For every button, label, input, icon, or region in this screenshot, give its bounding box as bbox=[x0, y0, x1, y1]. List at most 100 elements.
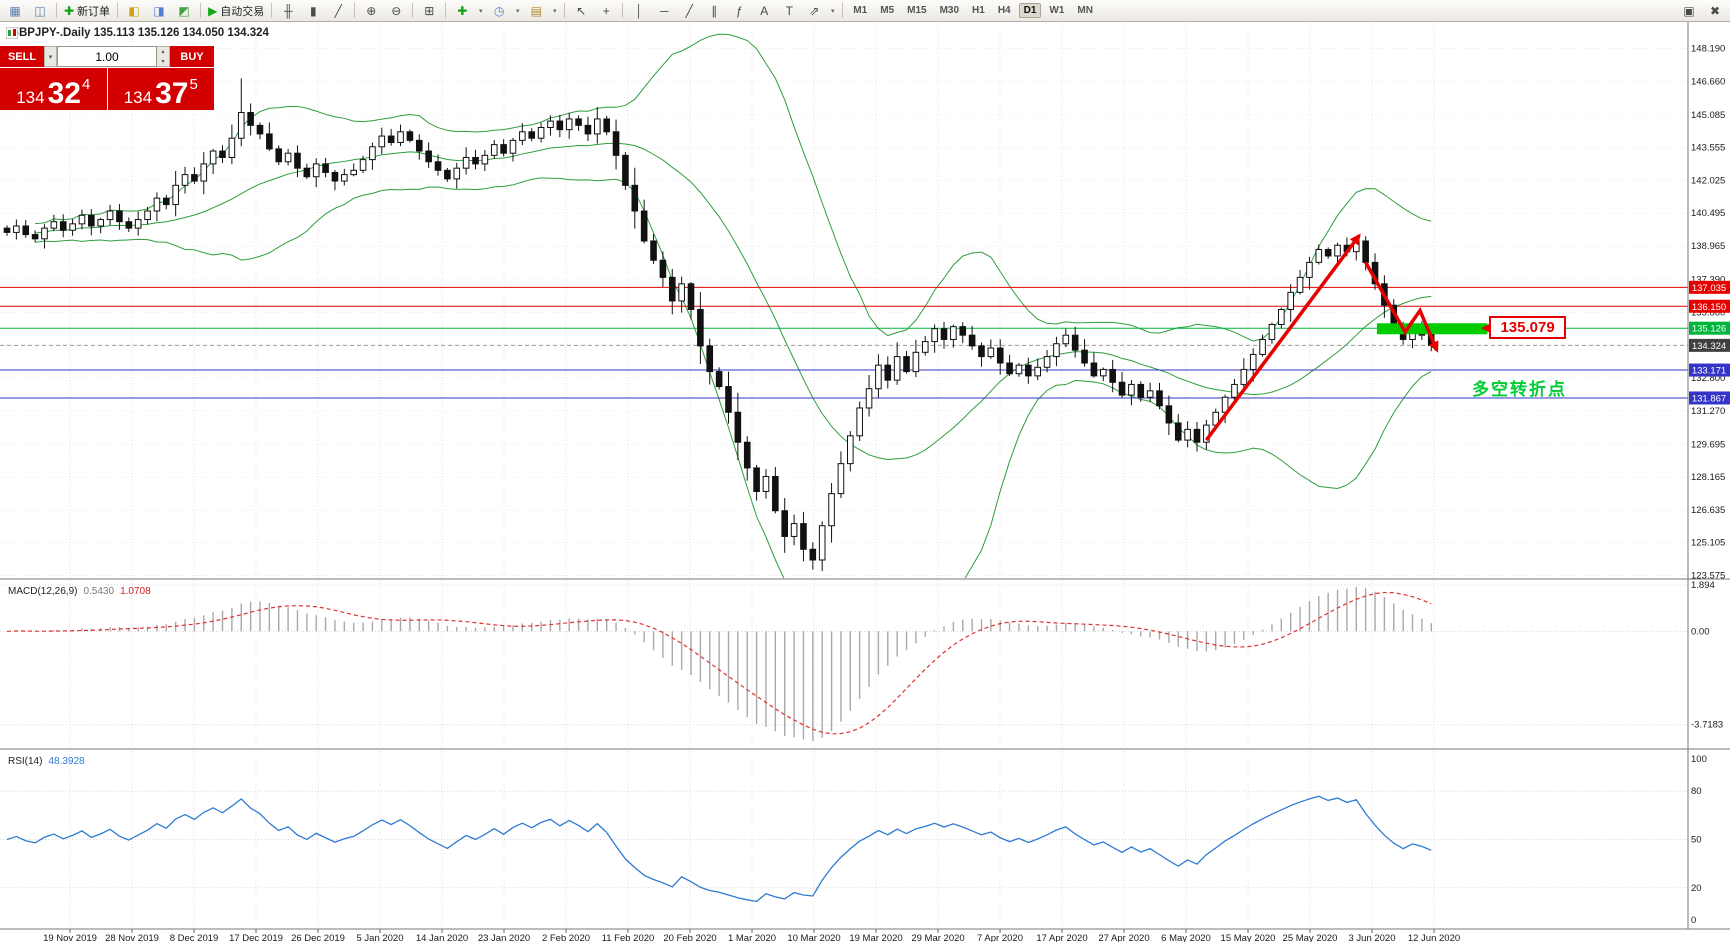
volume-up-icon[interactable]: ▴ bbox=[157, 47, 169, 57]
window-restore-icon[interactable]: ▣ bbox=[1683, 3, 1695, 18]
cursor-icon[interactable]: ↖ bbox=[576, 3, 587, 18]
channel-icon[interactable]: ∥ bbox=[711, 3, 718, 18]
new-order-button[interactable]: ✚ 新订单 bbox=[64, 3, 111, 18]
svg-text:14 Jan 2020: 14 Jan 2020 bbox=[416, 933, 468, 942]
svg-text:123.575: 123.575 bbox=[1691, 571, 1725, 582]
tile-windows-icon[interactable]: ⊞ bbox=[424, 3, 435, 18]
svg-text:12 Jun 2020: 12 Jun 2020 bbox=[1408, 933, 1460, 942]
sell-options-dropdown[interactable]: ▾ bbox=[44, 46, 57, 67]
data-window-icon[interactable]: ◨ bbox=[153, 3, 165, 18]
macd-signal-value: 1.0708 bbox=[120, 586, 151, 597]
timeframe-m30-button[interactable]: M30 bbox=[939, 5, 960, 16]
toolbar-separator bbox=[445, 3, 447, 18]
timeframe-d1-button[interactable]: D1 bbox=[1018, 3, 1042, 18]
svg-text:20: 20 bbox=[1691, 883, 1702, 894]
toolbar-separator bbox=[271, 3, 273, 18]
periods-icon[interactable]: ◷ bbox=[494, 3, 505, 18]
svg-text:129.695: 129.695 bbox=[1691, 439, 1725, 450]
timeframe-mn-button[interactable]: MN bbox=[1077, 5, 1093, 16]
zoom-out-icon[interactable]: ⊖ bbox=[391, 3, 402, 18]
window-close-icon[interactable]: ✖ bbox=[1709, 3, 1721, 18]
svg-text:131.270: 131.270 bbox=[1691, 406, 1725, 417]
svg-text:131.867: 131.867 bbox=[1692, 393, 1726, 404]
ask-prefix: 134 bbox=[123, 88, 153, 107]
timeframe-m15-button[interactable]: M15 bbox=[907, 5, 927, 16]
bid-quote-button[interactable]: 134 32 4 bbox=[0, 68, 107, 110]
horizontal-line-icon[interactable]: ─ bbox=[660, 3, 669, 18]
trendline-icon[interactable]: ╱ bbox=[685, 3, 693, 18]
time-axis[interactable]: 19 Nov 2019 28 Nov 2019 8 Dec 2019 17 Dec 2… bbox=[43, 929, 1460, 942]
toolbar-separator bbox=[117, 3, 119, 18]
templates-dropdown[interactable]: ▾ bbox=[553, 7, 557, 15]
timeframe-h1-button[interactable]: H1 bbox=[972, 5, 985, 16]
svg-text:143.555: 143.555 bbox=[1691, 143, 1725, 154]
rsi-value: 48.3928 bbox=[48, 756, 85, 767]
charts-list-icon[interactable]: ▦ bbox=[9, 3, 21, 18]
svg-text:29 Mar 2020: 29 Mar 2020 bbox=[911, 933, 964, 942]
timeframe-m1-button[interactable]: M1 bbox=[853, 5, 868, 16]
templates-icon[interactable]: ▤ bbox=[530, 3, 542, 18]
toolbar-separator bbox=[56, 3, 57, 18]
bar-chart-icon[interactable]: ╫ bbox=[284, 3, 293, 18]
periods-dropdown[interactable]: ▾ bbox=[516, 7, 520, 15]
svg-text:1 Mar 2020: 1 Mar 2020 bbox=[728, 933, 776, 942]
line-chart-icon[interactable]: ╱ bbox=[334, 3, 342, 18]
svg-text:137.390: 137.390 bbox=[1691, 275, 1725, 286]
svg-text:145.085: 145.085 bbox=[1691, 110, 1725, 121]
zoom-in-icon[interactable]: ⊕ bbox=[366, 3, 377, 18]
ask-quote-button[interactable]: 134 37 5 bbox=[107, 68, 214, 110]
svg-text:15 May 2020: 15 May 2020 bbox=[1221, 933, 1276, 942]
svg-text:23 Jan 2020: 23 Jan 2020 bbox=[478, 933, 530, 942]
svg-text:-3.7183: -3.7183 bbox=[1691, 720, 1723, 731]
arrows-dropdown[interactable]: ▾ bbox=[831, 7, 835, 15]
left-arrow-icon: ◀ bbox=[1481, 321, 1490, 334]
bid-pip-digit: 4 bbox=[81, 76, 91, 93]
svg-text:5 Jan 2020: 5 Jan 2020 bbox=[356, 933, 403, 942]
chart-caption-icon bbox=[6, 27, 18, 39]
svg-text:142.025: 142.025 bbox=[1691, 175, 1725, 186]
candlestick-chart-icon[interactable]: ▮ bbox=[309, 3, 317, 18]
vertical-line-icon[interactable]: │ bbox=[635, 3, 644, 18]
sell-button[interactable]: SELL bbox=[0, 46, 44, 67]
svg-text:137.035: 137.035 bbox=[1692, 283, 1726, 294]
market-watch-icon[interactable]: ◧ bbox=[128, 3, 140, 18]
volume-box bbox=[57, 46, 157, 67]
crosshair-icon[interactable]: + bbox=[602, 3, 610, 18]
svg-text:11 Feb 2020: 11 Feb 2020 bbox=[602, 933, 655, 942]
svg-text:17 Apr 2020: 17 Apr 2020 bbox=[1036, 933, 1087, 942]
svg-text:126.635: 126.635 bbox=[1691, 505, 1725, 516]
autotrading-button[interactable]: ▶ 自动交易 bbox=[208, 3, 265, 18]
svg-text:8 Dec 2019: 8 Dec 2019 bbox=[170, 933, 219, 942]
ask-big-digits: 37 bbox=[155, 76, 189, 110]
svg-text:6 May 2020: 6 May 2020 bbox=[1161, 933, 1211, 942]
volume-spinner[interactable]: ▴ ▾ bbox=[157, 46, 170, 67]
svg-text:138.965: 138.965 bbox=[1691, 241, 1725, 252]
indicators-icon[interactable]: ✚ bbox=[457, 3, 468, 18]
ask-pip-digit: 5 bbox=[189, 76, 198, 93]
timeframe-h4-button[interactable]: H4 bbox=[997, 5, 1011, 16]
svg-text:1.894: 1.894 bbox=[1691, 580, 1715, 591]
label-icon[interactable]: T bbox=[785, 3, 793, 18]
arrows-tool-icon[interactable]: ⇗ bbox=[809, 3, 820, 18]
svg-text:80: 80 bbox=[1691, 786, 1702, 797]
svg-text:148.190: 148.190 bbox=[1691, 44, 1725, 55]
indicators-dropdown[interactable]: ▾ bbox=[479, 7, 483, 15]
svg-text:25 May 2020: 25 May 2020 bbox=[1283, 933, 1338, 942]
volume-input[interactable] bbox=[58, 47, 156, 66]
macd-indicator-label: MACD(12,26,9) 0.5430 1.0708 bbox=[8, 586, 151, 597]
timeframe-w1-button[interactable]: W1 bbox=[1049, 5, 1065, 16]
price-badges: 137.035 136.150 135.126 134.324 133.171 131.8… bbox=[1689, 280, 1730, 405]
rsi-name: RSI(14) bbox=[8, 756, 43, 767]
svg-text:17 Dec 2019: 17 Dec 2019 bbox=[229, 933, 283, 942]
fibonacci-icon[interactable]: ƒ bbox=[735, 3, 743, 18]
new-chart-icon[interactable]: ◫ bbox=[34, 3, 46, 18]
navigator-icon[interactable]: ◩ bbox=[178, 3, 190, 18]
svg-text:0.00: 0.00 bbox=[1691, 626, 1710, 637]
svg-text:128.165: 128.165 bbox=[1691, 472, 1725, 483]
text-icon[interactable]: A bbox=[760, 3, 769, 18]
timeframe-m5-button[interactable]: M5 bbox=[880, 5, 895, 16]
volume-down-icon[interactable]: ▾ bbox=[157, 56, 169, 66]
bid-big-digits: 32 bbox=[47, 76, 81, 110]
buy-button[interactable]: BUY bbox=[170, 46, 214, 67]
